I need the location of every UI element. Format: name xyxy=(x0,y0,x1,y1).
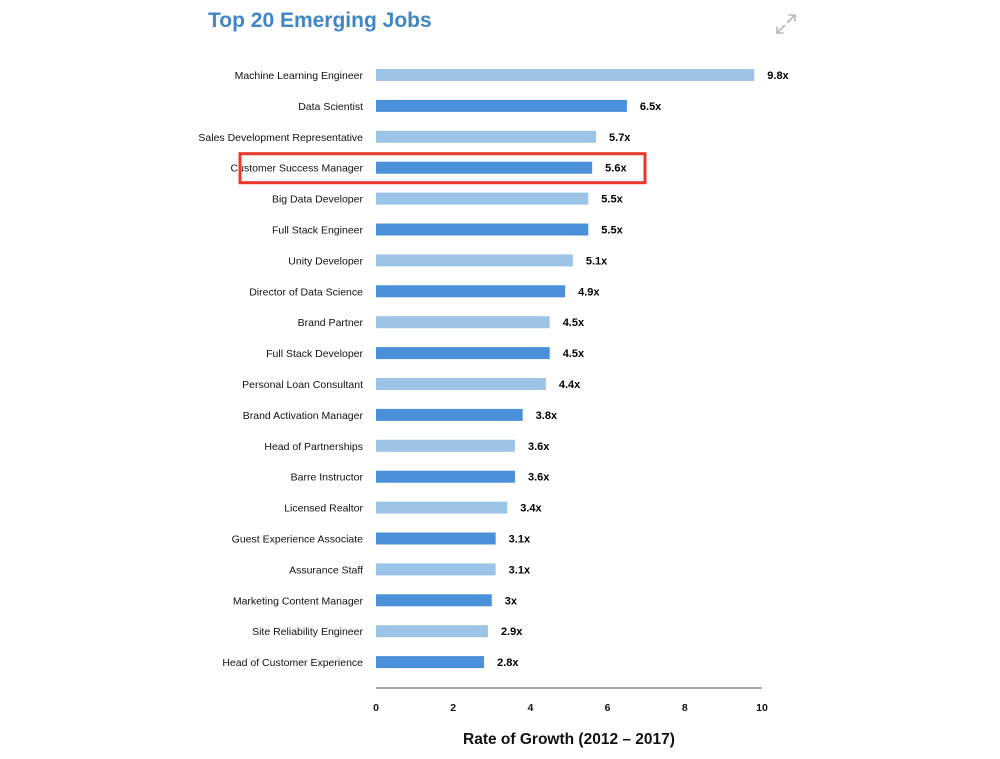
value-label: 5.5x xyxy=(601,225,623,237)
value-label: 2.8x xyxy=(497,657,519,669)
value-label: 3x xyxy=(505,595,518,607)
value-label: 3.8x xyxy=(536,410,558,422)
category-label: Head of Customer Experience xyxy=(222,657,363,669)
category-label: Assurance Staff xyxy=(289,564,363,576)
category-label: Personal Loan Consultant xyxy=(242,379,363,391)
bar xyxy=(376,285,566,298)
bar xyxy=(376,470,515,483)
bar xyxy=(376,501,508,514)
bar xyxy=(376,408,523,421)
category-label: Big Data Developer xyxy=(272,194,364,206)
bar xyxy=(376,656,485,669)
x-tick-label: 0 xyxy=(373,702,379,714)
value-label: 2.9x xyxy=(501,626,523,638)
x-tick-label: 10 xyxy=(756,702,768,714)
value-label: 5.6x xyxy=(605,163,627,175)
category-label: Customer Success Manager xyxy=(231,163,364,175)
category-label: Sales Development Representative xyxy=(198,132,363,144)
category-label: Barre Instructor xyxy=(291,472,364,484)
bar xyxy=(376,532,496,545)
expand-arrows-icon xyxy=(776,14,796,34)
value-label: 3.4x xyxy=(520,503,542,515)
x-tick-label: 8 xyxy=(682,702,688,714)
category-label: Guest Experience Associate xyxy=(232,534,363,546)
value-label: 5.5x xyxy=(601,194,623,206)
bar xyxy=(376,594,492,607)
labels-layer: Machine Learning Engineer 9.8x Data Scient… xyxy=(198,70,789,669)
category-label: Full Stack Engineer xyxy=(272,225,364,237)
value-label: 3.6x xyxy=(528,441,550,453)
value-label: 4.9x xyxy=(578,286,600,298)
x-tick-label: 4 xyxy=(527,702,533,714)
category-label: Machine Learning Engineer xyxy=(235,70,364,82)
bar xyxy=(376,130,597,143)
value-label: 5.7x xyxy=(609,132,631,144)
bar xyxy=(376,625,488,638)
value-label: 4.4x xyxy=(559,379,581,391)
x-tick-label: 6 xyxy=(605,702,611,714)
category-label: Director of Data Science xyxy=(249,286,363,298)
bar xyxy=(376,254,573,267)
category-label: Data Scientist xyxy=(298,101,363,113)
value-label: 4.5x xyxy=(563,317,585,329)
expand-button[interactable] xyxy=(774,12,798,36)
value-label: 6.5x xyxy=(640,101,662,113)
category-label: Unity Developer xyxy=(288,255,363,267)
value-label: 5.1x xyxy=(586,255,608,267)
highlight-box xyxy=(238,152,647,185)
x-axis: 0 2 4 6 8 10 Rate of Growth (2012 – 2017) xyxy=(373,687,768,748)
bar xyxy=(376,161,593,174)
category-label: Marketing Content Manager xyxy=(233,595,364,607)
bar xyxy=(376,439,515,452)
value-label: 3.1x xyxy=(509,564,531,576)
bar xyxy=(376,223,589,236)
value-label: 9.8x xyxy=(767,70,789,82)
bar xyxy=(376,316,550,329)
category-label: Licensed Realtor xyxy=(284,503,363,515)
bar xyxy=(376,192,589,205)
x-axis-title: Rate of Growth (2012 – 2017) xyxy=(463,731,675,748)
category-label: Head of Partnerships xyxy=(264,441,363,453)
value-label: 3.6x xyxy=(528,472,550,484)
bar xyxy=(376,378,546,390)
category-label: Full Stack Developer xyxy=(266,348,363,360)
value-label: 3.1x xyxy=(509,534,531,546)
bar xyxy=(376,99,627,112)
category-label: Brand Partner xyxy=(298,317,364,329)
chart-title: Top 20 Emerging Jobs xyxy=(208,9,432,32)
bars-layer xyxy=(376,69,755,669)
bar xyxy=(376,563,496,576)
category-label: Site Reliability Engineer xyxy=(252,626,363,638)
bar xyxy=(376,69,755,81)
x-tick-label: 2 xyxy=(450,702,456,714)
category-label: Brand Activation Manager xyxy=(243,410,364,422)
bar xyxy=(376,347,550,360)
value-label: 4.5x xyxy=(563,348,585,360)
